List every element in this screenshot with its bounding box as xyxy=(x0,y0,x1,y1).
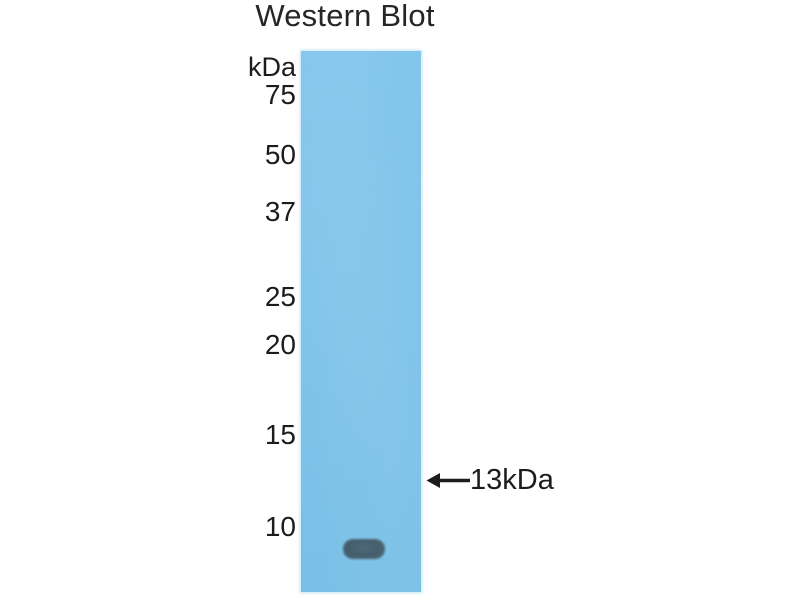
ladder-marker-25: 25 xyxy=(264,281,296,312)
gel-lane xyxy=(301,51,421,592)
band-molecular-weight-label: 13kDa xyxy=(470,463,554,496)
ladder-marker-20: 20 xyxy=(264,329,296,360)
ladder-marker-10: 10 xyxy=(264,511,296,542)
left-arrow-icon xyxy=(426,473,470,488)
band-row xyxy=(301,521,421,559)
ladder-marker-75: 75 xyxy=(264,79,296,110)
protein-band xyxy=(343,539,385,559)
ladder-marker-50: 50 xyxy=(264,139,296,170)
ladder-unit-label: kDa xyxy=(247,52,296,82)
band-annotation: 13kDa xyxy=(426,464,554,496)
figure-title: Western Blot xyxy=(255,0,435,33)
ladder-marker-15: 15 xyxy=(264,419,296,450)
ladder-marker-37: 37 xyxy=(264,196,296,227)
